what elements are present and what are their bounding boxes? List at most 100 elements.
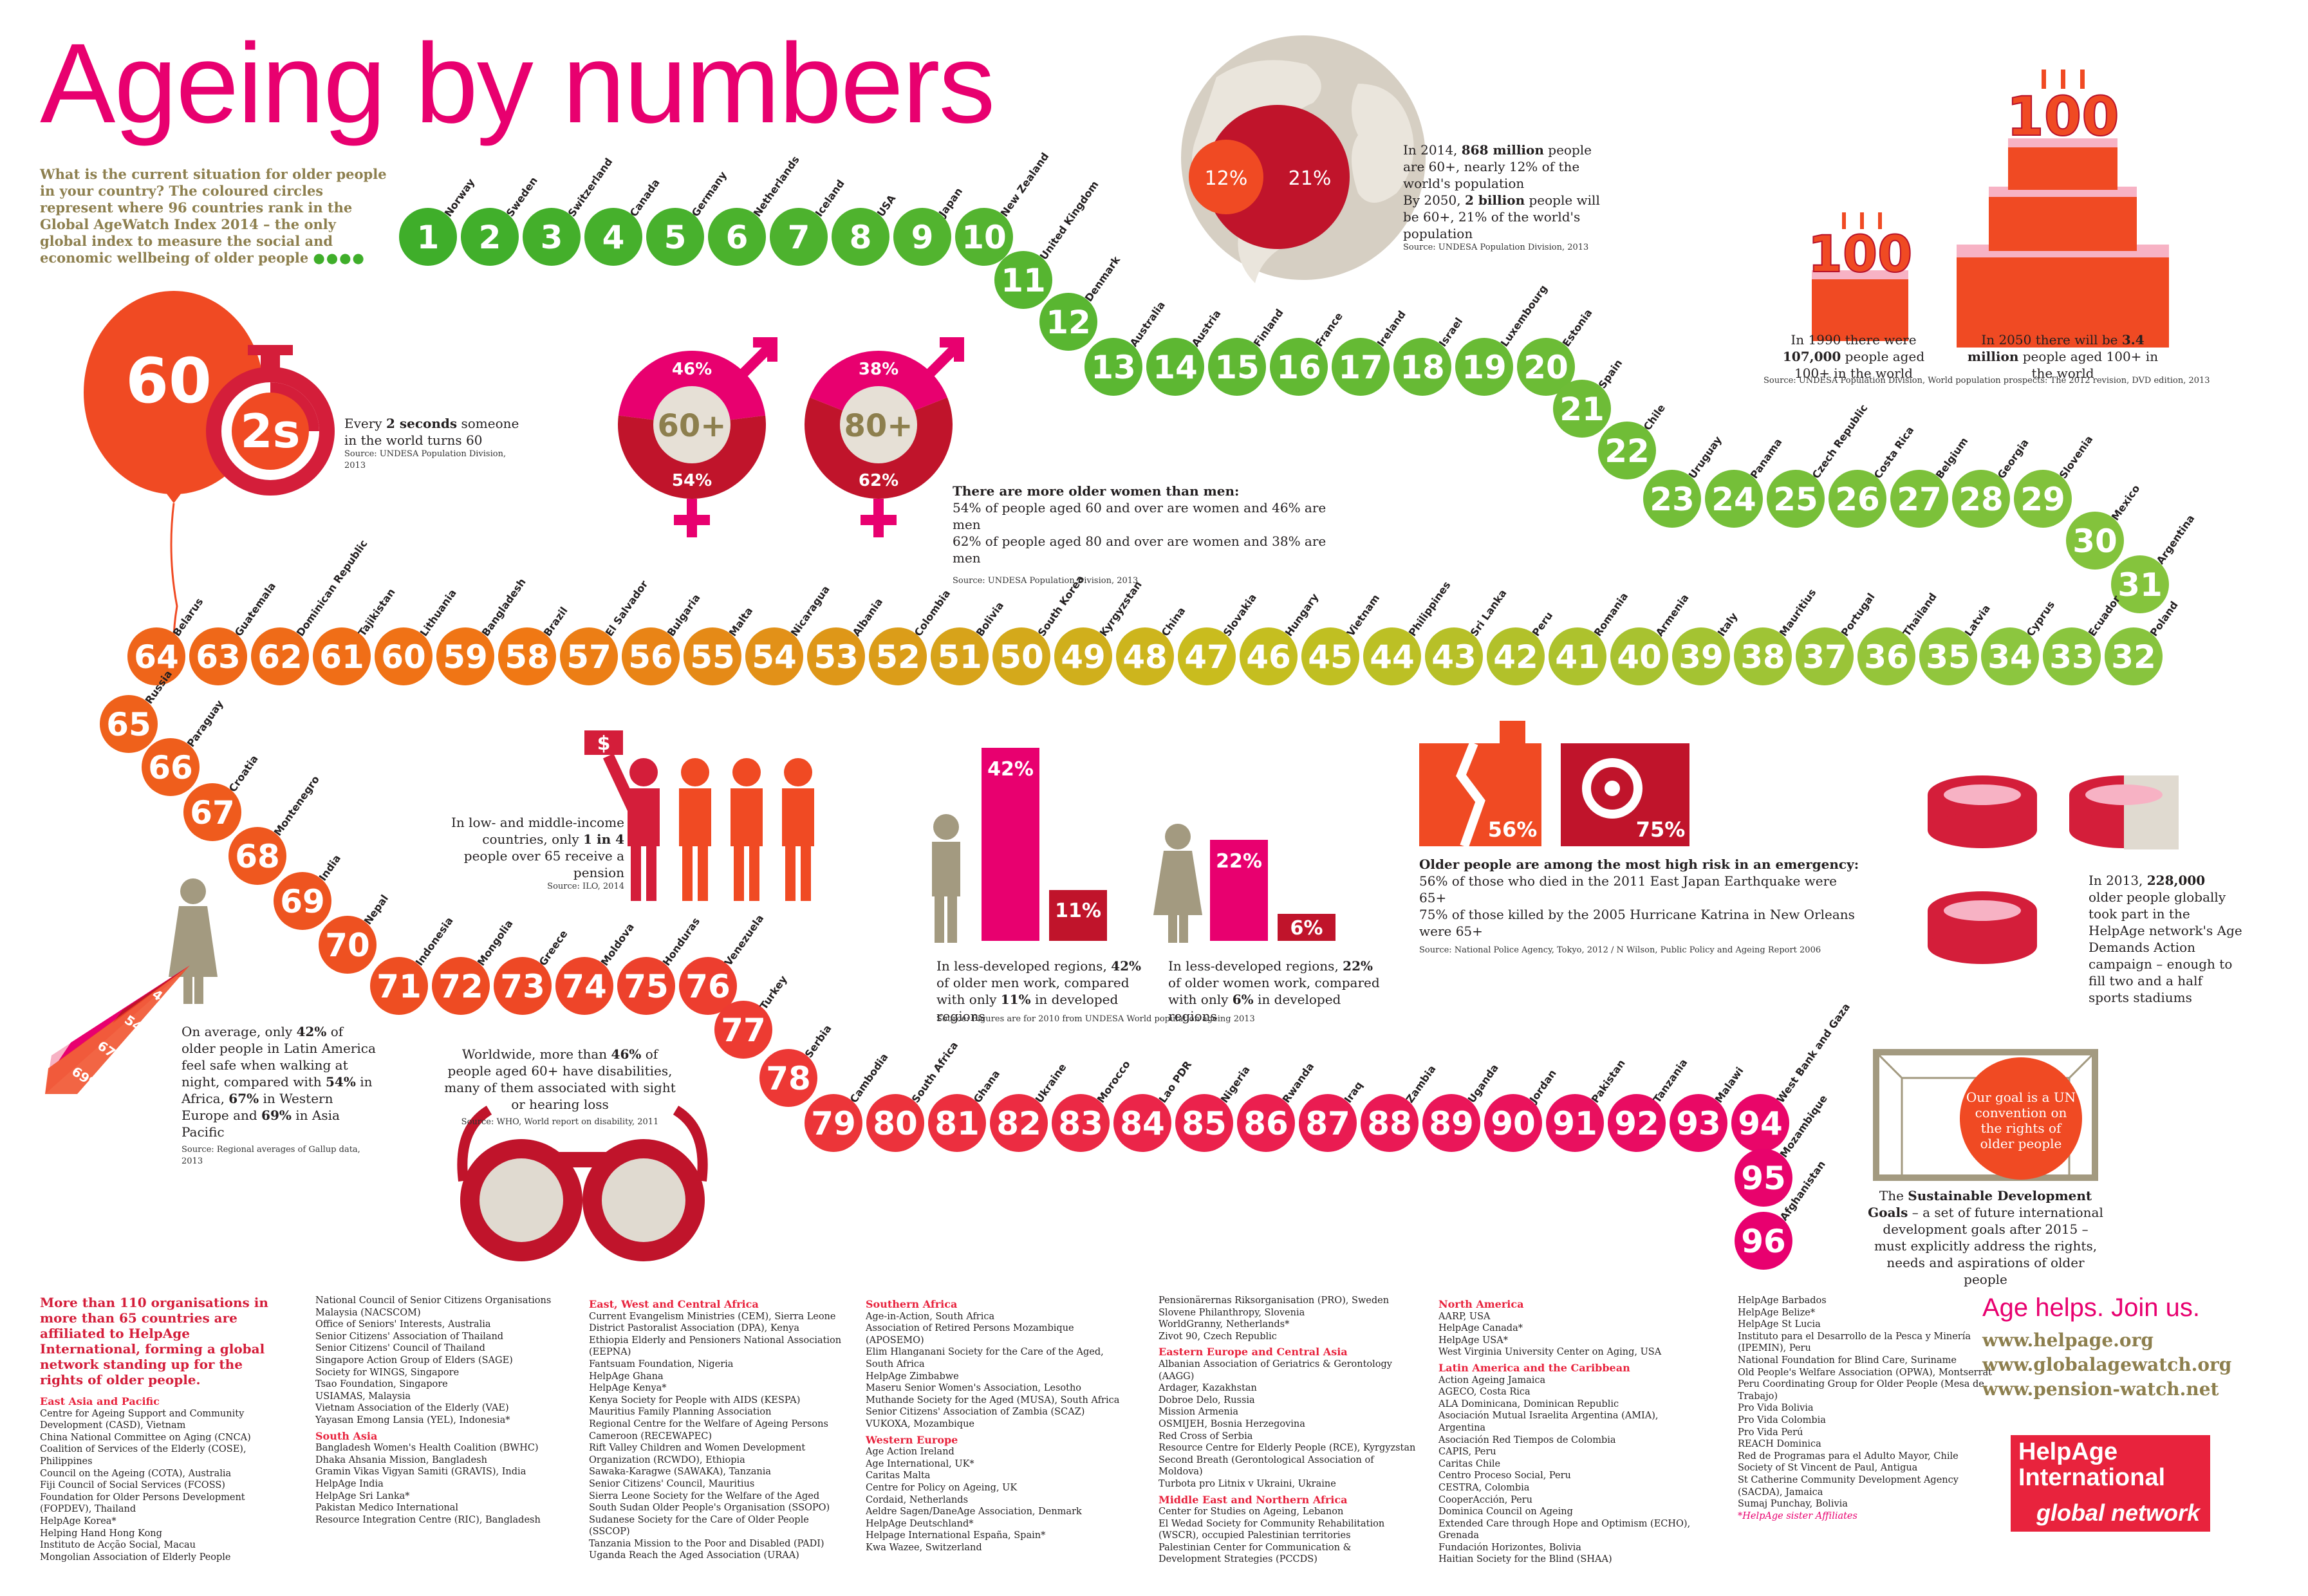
country-label: Bulgaria [665, 592, 703, 639]
rank-circle [228, 827, 286, 885]
rank-circle [1643, 470, 1701, 528]
rank-circle [622, 627, 680, 685]
rank-number: 26 [1835, 481, 1880, 518]
org-item: AARP, USA [1438, 1311, 1491, 1322]
rank-circle [523, 208, 581, 266]
rank-number: 70 [325, 927, 370, 964]
org-item: Society of St Vincent de Paul, Antigua [1738, 1463, 1918, 1474]
org-item: Caritas Malta [866, 1471, 931, 1481]
country-label: Ukraine [1033, 1061, 1069, 1105]
org-item: Pensionärernas Riksorganisation (PRO), S… [1159, 1295, 1390, 1306]
rank-number: 16 [1276, 349, 1321, 386]
emergency-source: Source: National Police Agency, Tokyo, 2… [1419, 945, 1821, 955]
org-item: HelpAge India [315, 1478, 384, 1489]
org-column: East Asia and Pacific Centre for Ageing S… [40, 1392, 297, 1563]
org-item: Ardager, Kazakhstan [1159, 1383, 1257, 1394]
website-link-globalagewatch[interactable]: www.globalagewatch.org [1982, 1354, 2232, 1375]
rank-circle [1455, 338, 1513, 396]
rank-circle [1829, 470, 1886, 528]
org-item: Bangladesh Women's Health Coalition (BWH… [315, 1443, 539, 1454]
rank-circle [436, 627, 494, 685]
org-item: Tanzania Mission to the Poor and Disable… [589, 1538, 824, 1549]
org-item: Instituto de Acção Social, Macau [40, 1540, 196, 1551]
rank-number: 95 [1741, 1160, 1786, 1197]
website-link-pensionwatch[interactable]: www.pension-watch.net [1982, 1378, 2219, 1400]
org-item: Fantsuam Foundation, Nigeria [589, 1359, 734, 1369]
country-label: Uganda [1466, 1062, 1501, 1105]
org-item: Office of Seniors' Interests, Australia [315, 1319, 491, 1330]
rank-number: 85 [1182, 1105, 1227, 1142]
org-item: HelpAge Belize* [1738, 1307, 1816, 1318]
rank-number: 69 [280, 883, 325, 920]
country-label: Hungary [1283, 591, 1321, 638]
org-region-heading: East, West and Central Africa [589, 1298, 759, 1310]
rank-circle [1952, 470, 2010, 528]
rank-number: 74 [562, 968, 607, 1005]
rank-number: 44 [1370, 638, 1415, 676]
rank-number: 57 [566, 638, 611, 676]
org-item: Second Breath (Gerontological Associatio… [1159, 1454, 1374, 1478]
rank-number: 30 [2072, 523, 2117, 560]
country-label: Italy [1715, 610, 1740, 638]
org-item: HelpAge Zimbabwe [866, 1371, 959, 1382]
rank-number: 78 [766, 1060, 811, 1097]
org-column: North America AARP, USA HelpAge Canada* Hel… [1438, 1295, 1696, 1566]
org-region-heading: Southern Africa [866, 1298, 958, 1310]
rank-circle [679, 957, 737, 1015]
rank-number: 87 [1305, 1105, 1350, 1142]
rank-number: 52 [875, 638, 920, 676]
rank-circle [313, 627, 371, 685]
rank-number: 27 [1897, 481, 1942, 518]
rank-circle [1517, 338, 1575, 396]
rank-number: 47 [1184, 638, 1229, 676]
org-item: Instituto para el Desarrollo de la Pesca… [1738, 1331, 1971, 1354]
country-label: Venezuela [722, 913, 767, 969]
rank-number: 68 [235, 838, 280, 875]
org-item: Senior Citizens' Association of Thailand [315, 1331, 504, 1342]
org-item: Palestinian Center for Communication & D… [1159, 1542, 1352, 1565]
rank-number: 3 [541, 219, 563, 256]
rank-number: 50 [999, 638, 1044, 676]
rank-number: 65 [106, 706, 151, 743]
rank-circle [142, 738, 200, 796]
rank-circle [928, 1094, 986, 1152]
rank-circle [1608, 1094, 1666, 1152]
org-item: Pakistan Medico International [315, 1503, 459, 1514]
rank-number: 75 [624, 968, 669, 1005]
country-label: India [317, 852, 343, 883]
country-label: Japan [936, 185, 965, 219]
rank-circle [1175, 1094, 1233, 1152]
rank-number: 4 [602, 219, 625, 256]
rank-number: 23 [1650, 481, 1695, 518]
pct-2014-label: 12% [1205, 167, 1248, 190]
rank-circle [2066, 512, 2124, 570]
org-item: Pro Vida Perú [1738, 1427, 1803, 1438]
org-item: Regional Centre for the Welfare of Agein… [589, 1418, 828, 1442]
org-item: Vietnam Association of the Elderly (VAE) [315, 1403, 509, 1414]
website-link-helpage[interactable]: www.helpage.org [1982, 1330, 2154, 1351]
work-men-less-label: 42% [987, 758, 1034, 781]
rank-number: 72 [438, 968, 483, 1005]
population-fact: In 2014, 868 million people are 60+, nea… [1403, 142, 1603, 254]
rank-number: 2 [479, 219, 501, 256]
rank-circle [869, 627, 927, 685]
rank-circle [1299, 1094, 1357, 1152]
rank-number: 90 [1491, 1105, 1536, 1142]
org-item: Helpage International España, Spain* [866, 1530, 1046, 1541]
country-label: Ghana [971, 1068, 1003, 1105]
country-label: Panama [1748, 436, 1785, 481]
country-label: Nigeria [1218, 1064, 1252, 1105]
pension-dollar-sign: $ [597, 732, 611, 755]
donut-age-label: 60+ [657, 408, 726, 444]
page-title: Ageing by numbers [40, 21, 995, 147]
rank-circle [1052, 1094, 1110, 1152]
rank-circle [832, 208, 889, 266]
rank-circle [2111, 555, 2169, 613]
rank-number: 33 [2049, 638, 2094, 676]
rank-number: 81 [935, 1105, 980, 1142]
rank-circle [584, 208, 642, 266]
rank-number: 64 [134, 638, 179, 676]
rank-number: 18 [1400, 349, 1445, 386]
rank-number: 73 [500, 968, 545, 1005]
pension-source: Source: ILO, 2014 [547, 882, 624, 891]
